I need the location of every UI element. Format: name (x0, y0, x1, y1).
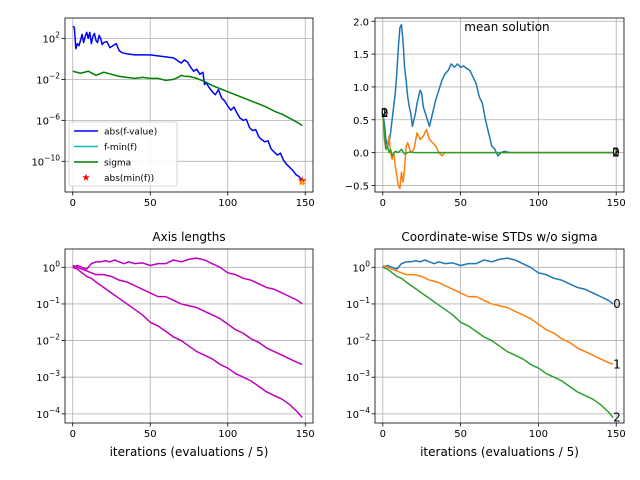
end-label: 1 (613, 357, 621, 371)
axes-frame (64, 248, 314, 424)
y-tick-label: 10−1 (36, 296, 60, 311)
legend-label: sigma (104, 159, 131, 169)
series-line-1 (72, 257, 303, 305)
x-tick-label: 0 (70, 429, 76, 440)
chart-title: mean solution (464, 20, 549, 34)
plot-area (72, 25, 307, 187)
end-label: 0 (613, 297, 621, 311)
x-tick-label: 0 (70, 198, 76, 209)
series-line-3 (382, 266, 614, 418)
y-tick-label: 102 (42, 30, 60, 45)
x-tick-label: 0 (380, 429, 386, 440)
y-tick-label: 10−1 (346, 296, 370, 311)
x-tick-label: 100 (529, 429, 548, 440)
x-tick-label: 150 (607, 429, 626, 440)
end-label: 0 (612, 146, 620, 160)
x-tick-label: 50 (454, 198, 467, 209)
plot-area (382, 23, 614, 190)
x-tick-label: 100 (218, 429, 237, 440)
x-tick-label: 50 (144, 198, 157, 209)
legend-label: f-min(f) (104, 143, 137, 153)
axes-frame (374, 17, 625, 193)
end-label: 2 (613, 411, 621, 425)
y-tick-label: 10−2 (346, 333, 370, 348)
chart-title: Axis lengths (152, 230, 225, 244)
y-tick-label: 10−2 (36, 333, 60, 348)
y-tick-label: 10−2 (36, 71, 60, 86)
legend-label: abs(min(f)) (104, 174, 154, 184)
end-label: 1 (612, 146, 620, 160)
axes-frame (64, 17, 314, 193)
y-tick-label: 0.5 (353, 116, 369, 127)
series-line-1 (382, 23, 614, 157)
y-tick-label: 10−3 (346, 369, 370, 384)
axes-frame (374, 248, 625, 424)
subplot-4: 0 50 100 150 100 10−1 10−2 10−3 10−4 Coordinate-w… (346, 230, 626, 459)
y-tick-label: 100 (42, 259, 60, 274)
x-tick-label: 100 (218, 198, 237, 209)
x-tick-label: 50 (144, 429, 157, 440)
start-label: 1 (381, 106, 389, 120)
x-tick-label: 50 (454, 429, 467, 440)
y-tick-label: 10−10 (31, 153, 60, 168)
y-tick-label: 0.0 (353, 149, 369, 160)
legend-box (68, 121, 178, 187)
y-tick-label: 10−4 (346, 406, 370, 421)
series-line-3 (382, 113, 614, 157)
subplot-1: 0 50 100 150 102 10−2 10−6 10−10 abs(f-value) f-m… (31, 17, 315, 209)
y-tick-label: 2.0 (353, 17, 369, 28)
y-tick-label: 10−4 (36, 406, 60, 421)
legend-label: abs(f-value) (104, 128, 157, 138)
min-marker (298, 178, 306, 187)
x-tick-label: 100 (529, 198, 548, 209)
x-tick-label: 150 (607, 198, 626, 209)
x-tick-label: 0 (380, 198, 386, 209)
x-tick-label: 150 (296, 198, 315, 209)
start-label: 2 (381, 106, 389, 120)
x-axis-label: iterations (evaluations / 5) (110, 445, 269, 459)
legend: abs(f-value) f-min(f) sigma abs(min(f)) (68, 121, 178, 187)
series-line-3 (72, 266, 303, 418)
x-tick-label: 150 (296, 429, 315, 440)
legend-marker (82, 173, 90, 181)
subplot-3: 0 50 100 150 100 10−1 10−2 10−3 10−4 Axis lengths… (36, 230, 315, 459)
series-line-3 (72, 70, 303, 127)
y-tick-label: 10−3 (36, 369, 60, 384)
series-line-1 (382, 257, 614, 305)
y-tick-label: 100 (352, 259, 370, 274)
y-tick-label: 1.5 (353, 50, 369, 61)
plot-area (382, 257, 614, 418)
y-tick-label: 1.0 (353, 83, 369, 94)
subplot-2: 0 50 100 150−0.50.00.51.01.52.0 mean solutio… (345, 17, 626, 209)
y-tick-label: −0.5 (345, 181, 369, 192)
start-label: 0 (381, 106, 389, 120)
series-line-2 (382, 113, 614, 190)
plot-area (72, 257, 303, 418)
series-line-1 (72, 25, 303, 182)
chart-title: Coordinate-wise STDs w/o sigma (401, 230, 597, 244)
series-line-2 (72, 264, 303, 366)
end-label: 2 (612, 146, 620, 160)
x-axis-label: iterations (evaluations / 5) (420, 445, 579, 459)
y-tick-label: 10−6 (36, 112, 60, 127)
series-line-2 (382, 264, 614, 366)
